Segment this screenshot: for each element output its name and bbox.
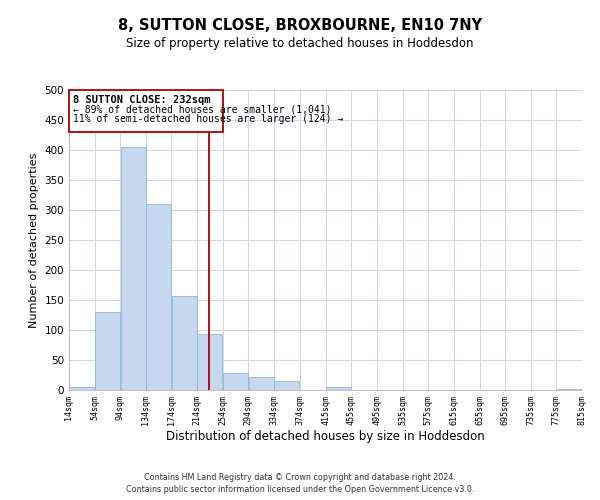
Bar xyxy=(248,377,274,390)
Bar xyxy=(197,334,223,390)
Bar xyxy=(172,296,197,390)
Text: 8, SUTTON CLOSE, BROXBOURNE, EN10 7NY: 8, SUTTON CLOSE, BROXBOURNE, EN10 7NY xyxy=(118,18,482,32)
Bar xyxy=(274,381,299,390)
Bar xyxy=(557,389,581,390)
X-axis label: Distribution of detached houses by size in Hoddesdon: Distribution of detached houses by size … xyxy=(166,430,485,444)
Bar xyxy=(146,204,171,390)
Bar xyxy=(95,312,120,390)
Bar xyxy=(121,147,146,390)
Bar xyxy=(223,372,248,390)
FancyBboxPatch shape xyxy=(69,90,223,132)
Bar xyxy=(326,387,351,390)
Text: 11% of semi-detached houses are larger (124) →: 11% of semi-detached houses are larger (… xyxy=(73,114,343,124)
Text: 8 SUTTON CLOSE: 232sqm: 8 SUTTON CLOSE: 232sqm xyxy=(73,95,211,105)
Text: Contains public sector information licensed under the Open Government Licence v3: Contains public sector information licen… xyxy=(126,485,474,494)
Text: ← 89% of detached houses are smaller (1,041): ← 89% of detached houses are smaller (1,… xyxy=(73,104,331,115)
Text: Contains HM Land Registry data © Crown copyright and database right 2024.: Contains HM Land Registry data © Crown c… xyxy=(144,472,456,482)
Bar xyxy=(70,387,94,390)
Text: Size of property relative to detached houses in Hoddesdon: Size of property relative to detached ho… xyxy=(126,38,474,51)
Y-axis label: Number of detached properties: Number of detached properties xyxy=(29,152,39,328)
